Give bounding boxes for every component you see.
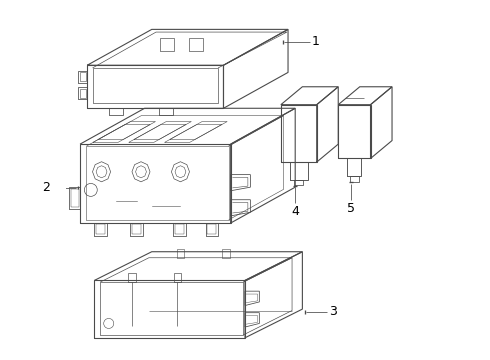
Text: 3: 3: [329, 306, 337, 319]
Text: 2: 2: [42, 181, 49, 194]
Text: 4: 4: [291, 205, 299, 218]
Text: 5: 5: [347, 202, 355, 215]
Text: 1: 1: [311, 35, 319, 49]
